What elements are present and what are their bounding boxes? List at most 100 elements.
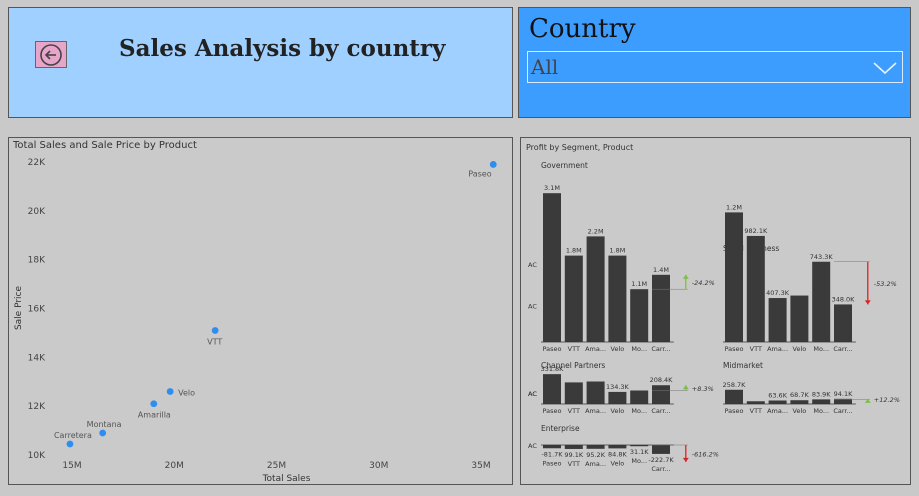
x-axis-label: Total Sales: [262, 474, 311, 484]
bar-data-label: 94.1K: [834, 390, 853, 398]
category-label: Velo: [611, 459, 625, 467]
category-label: Ama...: [767, 407, 788, 415]
slicer-label: Country: [529, 14, 636, 44]
bar-data-label: 134.3K: [606, 383, 630, 391]
x-tick-label: 30M: [369, 461, 388, 471]
bar-data-label: 3.1M: [544, 184, 560, 192]
variance-label: +8.3%: [692, 385, 714, 393]
bar-data-label: 1.8M: [609, 247, 625, 255]
category-label: Carr...: [651, 345, 670, 353]
category-label: Paseo: [543, 345, 562, 353]
scatter-chart-title: Total Sales and Sale Price by Product: [13, 140, 197, 151]
category-label: Mo...: [631, 457, 647, 465]
bar-data-label: 31.1K: [630, 448, 649, 456]
category-label: Mo...: [631, 345, 647, 353]
category-label: Ama...: [585, 407, 606, 415]
bar-data-label: 258.7K: [723, 381, 747, 389]
point-label: Amarilla: [138, 411, 171, 420]
back-button[interactable]: [35, 41, 67, 68]
category-label: Mo...: [631, 407, 647, 415]
category-label: Carr...: [651, 465, 670, 473]
variance-up-icon: [864, 398, 871, 403]
point-label: VTT: [207, 337, 222, 346]
category-label: VTT: [568, 460, 580, 468]
scatter-point: [66, 440, 74, 448]
scatter-chart: 10K 12K 14K 16K 18K 20K 22K 15M 20M 25M 30M 35M Tota…: [14, 158, 497, 484]
chevron-down-icon: [873, 62, 897, 75]
scatter-point: [150, 400, 158, 408]
profit-bar: [586, 445, 605, 449]
profit-bar: [630, 445, 649, 447]
profit-bar: [608, 391, 627, 404]
scatter-chart-panel: Total Sales and Sale Price by Product 10…: [8, 137, 513, 485]
scatter-point: [166, 388, 174, 395]
profit-bar: [564, 445, 583, 449]
profit-bar: [652, 445, 670, 454]
profit-bar: [586, 236, 605, 342]
bar-data-label: 83.9K: [812, 390, 831, 398]
profit-bar: [608, 445, 627, 449]
profit-bar: [812, 261, 831, 342]
category-label: VTT: [750, 407, 762, 415]
header-panel: Sales Analysis by country: [8, 7, 513, 118]
scatter-point: [99, 429, 107, 437]
bar-data-label: -81.7K: [541, 450, 563, 458]
x-tick-label: 25M: [267, 461, 286, 471]
category-label: Mo...: [813, 407, 829, 415]
profit-bar: [790, 295, 809, 342]
variance-label: -53.2%: [874, 280, 897, 288]
bar-data-label: 331.8K: [541, 365, 565, 373]
bar-data-label: 99.1K: [564, 451, 583, 459]
y-tick-label: 18K: [28, 256, 46, 266]
category-label: Carr...: [651, 407, 670, 415]
row-label: AC: [528, 442, 537, 450]
bar-data-label: -222.7K: [648, 456, 674, 464]
y-tick-label: 12K: [28, 402, 46, 412]
category-label: Velo: [793, 345, 807, 353]
point-label: Montana: [87, 420, 122, 429]
profit-bar: [564, 382, 583, 404]
category-label: Velo: [793, 407, 807, 415]
segment-name: Enterprise: [541, 424, 580, 433]
point-label: Paseo: [468, 169, 491, 178]
profit-bar: [630, 390, 649, 404]
bar-data-label: 95.2K: [586, 451, 605, 459]
point-label: Velo: [178, 389, 195, 398]
segment-name: Midmarket: [723, 361, 763, 370]
row-label: AC: [528, 390, 537, 398]
profit-bar: [543, 445, 561, 449]
bar-chart-panel: Profit by Segment, Product Government AC 3…: [520, 137, 911, 485]
profit-bar: [746, 235, 765, 342]
category-label: Paseo: [725, 345, 744, 353]
profit-bar: [543, 193, 561, 342]
category-label: Ama...: [767, 345, 788, 353]
profit-bar: [586, 381, 605, 404]
profit-bar: [543, 374, 561, 404]
bar-data-label: 1.1M: [631, 280, 647, 288]
variance-up-icon: [682, 385, 689, 390]
scatter-point: [211, 327, 219, 334]
bar-data-label: 84.8K: [608, 450, 627, 458]
category-label: Velo: [611, 407, 625, 415]
segment-name: Channel Partners: [541, 361, 605, 370]
bar-chart: Government AC 3.1M Paseo 1.8M VTT 2.2M Ama... 1.…: [528, 161, 900, 473]
profit-bar: [652, 385, 670, 404]
variance-label: -616.2%: [692, 450, 719, 458]
category-label: Paseo: [725, 407, 744, 415]
category-label: VTT: [568, 407, 580, 415]
category-label: Paseo: [543, 459, 562, 467]
bar-data-label: 68.7K: [790, 391, 809, 399]
profit-bar: [652, 274, 670, 342]
profit-bar: [564, 255, 583, 342]
page-title: Sales Analysis by country: [119, 35, 446, 62]
variance-label: +12.2%: [874, 396, 900, 404]
profit-bar: [746, 401, 765, 404]
y-tick-label: 14K: [28, 353, 46, 363]
dropdown-selected-value: All: [531, 55, 559, 79]
category-label: Carr...: [833, 345, 852, 353]
bar-data-label: 743.3K: [810, 253, 834, 261]
country-dropdown[interactable]: All: [527, 51, 903, 83]
bar-data-label: 1.2M: [726, 203, 742, 211]
category-label: VTT: [568, 345, 580, 353]
bar-data-label: 1.4M: [653, 266, 669, 274]
